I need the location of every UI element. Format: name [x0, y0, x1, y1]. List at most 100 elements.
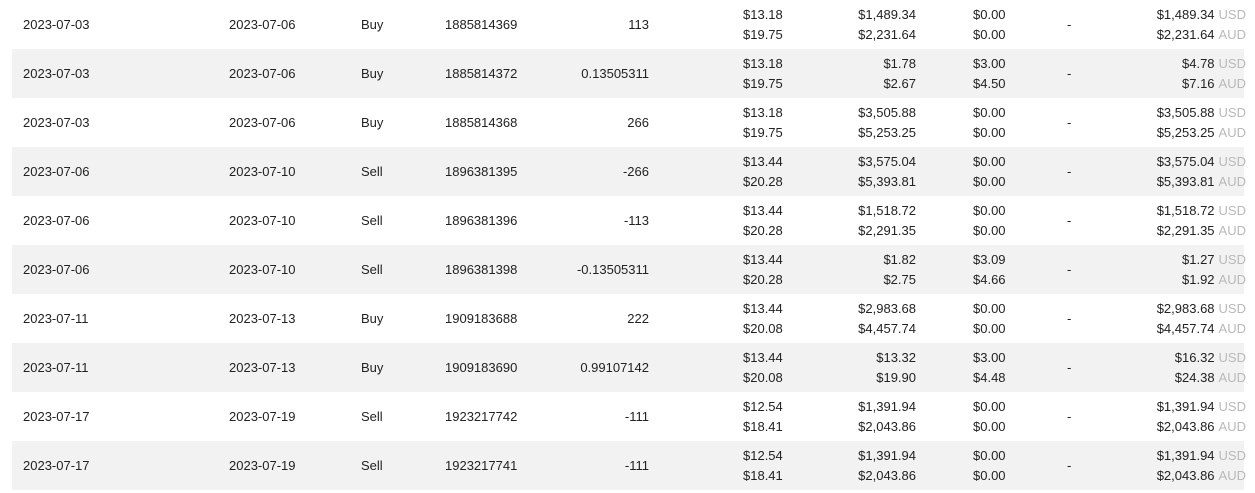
- total-aud: $7.16: [1182, 76, 1215, 91]
- currency-aud-label: AUD: [1218, 419, 1246, 434]
- empty-value-dash: -: [1067, 213, 1072, 228]
- transaction-type: Sell: [361, 262, 383, 277]
- fee-usd: $0.00: [973, 301, 1006, 316]
- value-usd: $1.82: [883, 252, 916, 267]
- fee-aud: $0.00: [973, 223, 1006, 238]
- total-pair: $1,518.72 USD $2,291.35 AUD: [1092, 201, 1246, 241]
- price-pair: $12.54 $18.41: [743, 446, 803, 486]
- total-pair: $4.78 USD $7.16 AUD: [1092, 54, 1246, 94]
- value-aud: $2,231.64: [858, 27, 916, 42]
- total-pair: $1,391.94 USD $2,043.86 AUD: [1092, 397, 1246, 437]
- transaction-type: Buy: [361, 115, 384, 130]
- total-pair: $16.32 USD $24.38 AUD: [1092, 348, 1246, 388]
- fee-pair: $0.00 $0.00: [973, 201, 1033, 241]
- value-usd: $2,983.68: [858, 301, 916, 316]
- price-pair: $13.18 $19.75: [743, 54, 803, 94]
- trade-date: 2023-07-17: [23, 458, 90, 473]
- table-row[interactable]: 2023-07-06 2023-07-10 Sell 1896381398 -0…: [12, 245, 1246, 294]
- value-usd: $1.78: [883, 56, 916, 71]
- price-pair: $13.44 $20.08: [743, 348, 803, 388]
- fee-usd: $0.00: [973, 154, 1006, 169]
- value-aud: $5,253.25: [858, 125, 916, 140]
- settlement-date: 2023-07-06: [229, 66, 296, 81]
- quantity: -0.13505311: [576, 262, 649, 277]
- price-aud: $20.08: [743, 370, 783, 385]
- table-row[interactable]: 2023-07-11 2023-07-13 Buy 1909183690 0.9…: [12, 343, 1246, 392]
- currency-aud-label: AUD: [1218, 223, 1246, 238]
- total-usd: $3,505.88: [1156, 105, 1215, 120]
- fee-aud: $0.00: [973, 321, 1006, 336]
- price-usd: $13.18: [743, 105, 783, 120]
- fee-pair: $0.00 $0.00: [973, 152, 1033, 192]
- fee-usd: $0.00: [973, 203, 1006, 218]
- total-aud: $1.92: [1182, 272, 1215, 287]
- currency-aud-label: AUD: [1218, 76, 1246, 91]
- total-usd: $1.27: [1182, 252, 1215, 267]
- total-aud: $5,253.25: [1156, 125, 1215, 140]
- price-aud: $18.41: [743, 468, 783, 483]
- price-usd: $13.18: [743, 56, 783, 71]
- total-aud: $2,291.35: [1156, 223, 1215, 238]
- price-pair: $13.18 $19.75: [743, 5, 803, 45]
- fee-aud: $4.48: [973, 370, 1006, 385]
- value-aud: $2.75: [883, 272, 916, 287]
- settlement-date: 2023-07-19: [229, 458, 296, 473]
- fee-pair: $0.00 $0.00: [973, 5, 1033, 45]
- total-pair: $3,505.88 USD $5,253.25 AUD: [1092, 103, 1246, 143]
- table-row[interactable]: 2023-07-17 2023-07-19 Sell 1923217741 -1…: [12, 441, 1246, 490]
- price-pair: $12.54 $18.41: [743, 397, 803, 437]
- transaction-type: Buy: [361, 17, 384, 32]
- quantity: 0.99107142: [580, 360, 649, 375]
- table-row[interactable]: 2023-07-03 2023-07-06 Buy 1885814368 266…: [12, 98, 1246, 147]
- fee-aud: $4.66: [973, 272, 1006, 287]
- fee-usd: $3.00: [973, 56, 1006, 71]
- quantity: -111: [624, 458, 649, 473]
- total-pair: $1,489.34 USD $2,231.64 AUD: [1092, 5, 1246, 45]
- price-aud: $19.75: [743, 27, 783, 42]
- transaction-id: 1909183688: [445, 311, 518, 326]
- price-usd: $12.54: [743, 399, 783, 414]
- value-aud: $2.67: [883, 76, 916, 91]
- value-aud: $19.90: [876, 370, 916, 385]
- price-aud: $19.75: [743, 76, 783, 91]
- settlement-date: 2023-07-13: [229, 311, 296, 326]
- price-aud: $19.75: [743, 125, 783, 140]
- currency-aud-label: AUD: [1218, 468, 1246, 483]
- total-aud: $24.38: [1174, 370, 1215, 385]
- value-aud: $2,043.86: [858, 419, 916, 434]
- fee-aud: $4.50: [973, 76, 1006, 91]
- value-pair: $3,575.04 $5,393.81: [824, 152, 916, 192]
- price-pair: $13.44 $20.28: [743, 201, 803, 241]
- table-row[interactable]: 2023-07-11 2023-07-13 Buy 1909183688 222…: [12, 294, 1246, 343]
- value-aud: $5,393.81: [858, 174, 916, 189]
- empty-value-dash: -: [1067, 66, 1072, 81]
- fee-pair: $0.00 $0.00: [973, 446, 1033, 486]
- quantity: 113: [628, 17, 649, 32]
- table-row[interactable]: 2023-07-06 2023-07-10 Sell 1896381395 -2…: [12, 147, 1246, 196]
- total-usd: $4.78: [1182, 56, 1215, 71]
- fee-pair: $0.00 $0.00: [973, 103, 1033, 143]
- quantity: -113: [623, 213, 649, 228]
- fee-usd: $0.00: [973, 399, 1006, 414]
- table-row[interactable]: 2023-07-17 2023-07-19 Sell 1923217742 -1…: [12, 392, 1246, 441]
- value-usd: $3,505.88: [858, 105, 916, 120]
- total-aud: $2,043.86: [1156, 468, 1215, 483]
- price-pair: $13.18 $19.75: [743, 103, 803, 143]
- price-usd: $13.44: [743, 301, 783, 316]
- transaction-id: 1909183690: [445, 360, 518, 375]
- fee-aud: $0.00: [973, 27, 1006, 42]
- table-row[interactable]: 2023-07-06 2023-07-10 Sell 1896381396 -1…: [12, 196, 1246, 245]
- trade-date: 2023-07-11: [23, 311, 89, 326]
- table-row[interactable]: 2023-07-03 2023-07-06 Buy 1885814369 113…: [12, 0, 1246, 49]
- currency-usd-label: USD: [1218, 301, 1246, 316]
- table-row[interactable]: 2023-07-03 2023-07-06 Buy 1885814372 0.1…: [12, 49, 1246, 98]
- currency-usd-label: USD: [1218, 7, 1246, 22]
- price-aud: $20.28: [743, 174, 783, 189]
- settlement-date: 2023-07-19: [229, 409, 296, 424]
- total-aud: $5,393.81: [1156, 174, 1215, 189]
- transaction-id: 1896381395: [445, 164, 518, 179]
- trade-date: 2023-07-03: [23, 66, 90, 81]
- price-usd: $13.44: [743, 350, 783, 365]
- trade-date: 2023-07-06: [23, 164, 90, 179]
- transaction-id: 1923217742: [445, 409, 518, 424]
